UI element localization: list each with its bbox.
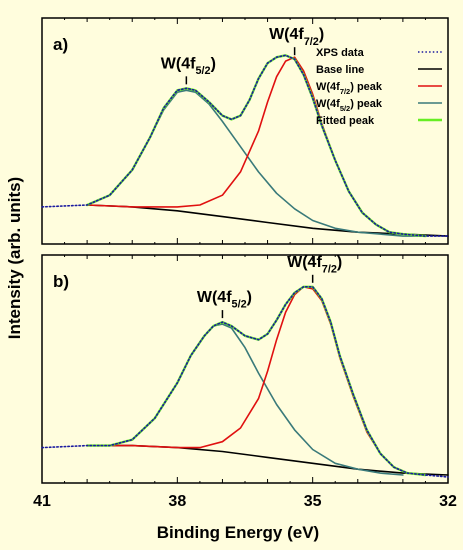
x-tick-label: 35	[304, 493, 322, 510]
series-xps-data	[41, 286, 449, 478]
peak-annotation: W(4f7/2)	[287, 254, 342, 276]
x-tick-label: 38	[168, 493, 186, 510]
legend-label: XPS data	[316, 47, 365, 59]
panel-b: b) W(4f5/2) W(4f7/2)	[41, 254, 449, 484]
legend: XPS data Base line W(4f7/2) peak W(4f5/2) p…	[316, 47, 442, 127]
peak-annotation: W(4f7/2)	[269, 26, 324, 48]
panel-a: a) W(4f5/2) W(4f7/2)XPS data Base line W(4f7…	[41, 17, 449, 245]
y-axis-label: Intensity (arb. units)	[5, 177, 24, 339]
panel-label: a)	[53, 35, 68, 54]
legend-label: W(4f7/2) peak	[316, 81, 383, 96]
legend-label: Base line	[316, 64, 364, 76]
x-axis-label: Binding Energy (eV)	[157, 523, 319, 542]
panel-label: b)	[53, 272, 69, 291]
x-tick-label: 41	[33, 493, 51, 510]
peak-annotation: W(4f5/2)	[161, 55, 216, 77]
peak-annotation: W(4f5/2)	[197, 289, 252, 311]
legend-label: Fitted peak	[316, 115, 375, 127]
legend-label: W(4f5/2) peak	[316, 98, 383, 113]
series-xps-data	[41, 54, 449, 237]
x-axis: 41 38 35 32	[33, 493, 457, 510]
x-tick-label: 32	[439, 493, 457, 510]
series-base-line	[86, 204, 449, 237]
